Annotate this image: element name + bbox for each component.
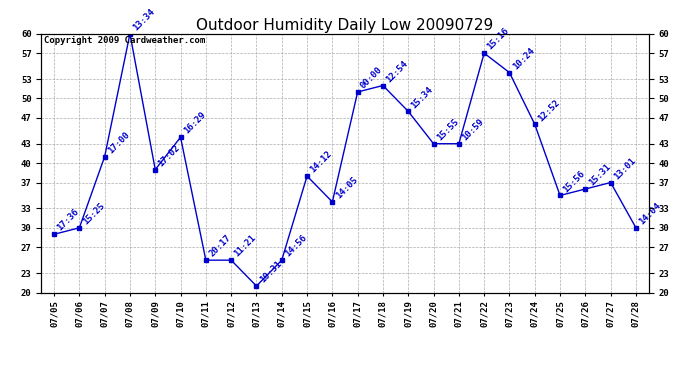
Text: 14:05: 14:05 bbox=[334, 175, 359, 201]
Text: 11:21: 11:21 bbox=[233, 233, 258, 259]
Text: 15:31: 15:31 bbox=[586, 162, 612, 188]
Text: 13:34: 13:34 bbox=[131, 7, 157, 32]
Text: 17:36: 17:36 bbox=[55, 207, 81, 233]
Text: 15:34: 15:34 bbox=[410, 85, 435, 110]
Text: 15:55: 15:55 bbox=[435, 117, 460, 142]
Text: 15:56: 15:56 bbox=[562, 169, 586, 194]
Text: 14:04: 14:04 bbox=[638, 201, 662, 226]
Text: 10:59: 10:59 bbox=[460, 117, 486, 142]
Text: 20:17: 20:17 bbox=[207, 233, 233, 259]
Text: 15:25: 15:25 bbox=[81, 201, 106, 226]
Text: 00:00: 00:00 bbox=[359, 65, 384, 91]
Text: 14:12: 14:12 bbox=[308, 149, 334, 175]
Text: 12:54: 12:54 bbox=[384, 59, 410, 84]
Text: 14:56: 14:56 bbox=[283, 233, 308, 259]
Text: 17:02: 17:02 bbox=[157, 143, 182, 168]
Text: Copyright 2009 Cardweather.com: Copyright 2009 Cardweather.com bbox=[44, 36, 206, 45]
Text: 16:29: 16:29 bbox=[182, 111, 207, 136]
Text: 17:00: 17:00 bbox=[106, 130, 131, 155]
Text: 15:16: 15:16 bbox=[486, 26, 511, 52]
Title: Outdoor Humidity Daily Low 20090729: Outdoor Humidity Daily Low 20090729 bbox=[197, 18, 493, 33]
Text: 12:52: 12:52 bbox=[536, 98, 562, 123]
Text: 13:01: 13:01 bbox=[612, 156, 638, 181]
Text: 10:24: 10:24 bbox=[511, 46, 536, 71]
Text: 10:31: 10:31 bbox=[258, 259, 283, 285]
